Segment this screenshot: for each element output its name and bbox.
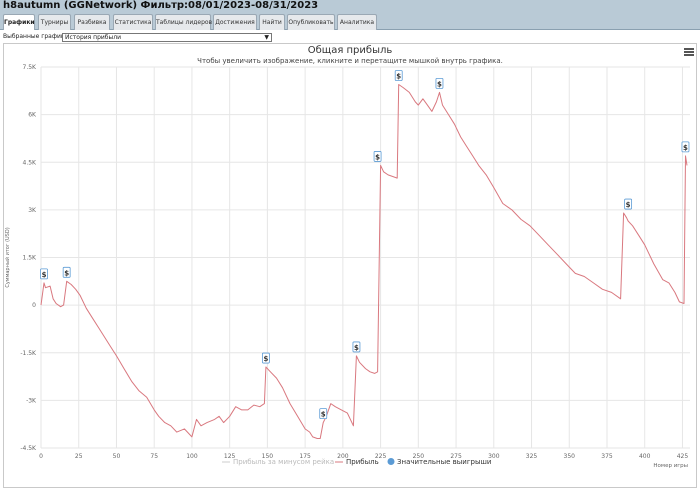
big-win-marker-label: $ [42, 271, 47, 279]
big-win-marker-label: $ [626, 201, 631, 209]
big-win-marker[interactable] [62, 266, 71, 278]
profit-series-line[interactable] [40, 84, 688, 439]
tab-tournaments[interactable]: Турниры [38, 14, 71, 30]
big-win-marker-label: $ [354, 344, 359, 352]
big-win-marker[interactable] [352, 341, 361, 353]
tab-bar: Графики Турниры Разбивка Статистика Табл… [0, 13, 700, 30]
legend-item-big-wins[interactable]: Значительные выигрыши [397, 458, 491, 466]
x-tick-label: 400 [639, 453, 651, 460]
big-win-marker[interactable] [40, 268, 48, 280]
hamburger-menu-icon[interactable] [684, 48, 694, 57]
y-tick-label: 0 [32, 302, 36, 309]
x-tick-label: 325 [526, 453, 538, 460]
y-tick-label: -1.5K [20, 350, 37, 357]
chart-container[interactable] [3, 43, 697, 488]
x-tick-label: 250 [413, 453, 425, 460]
x-tick-label: 225 [375, 453, 387, 460]
chart-subtitle: Чтобы увеличить изображение, кликните и … [197, 57, 503, 65]
y-tick-label: 3K [28, 207, 37, 214]
big-win-marker[interactable] [373, 151, 382, 162]
x-tick-label: 425 [677, 453, 689, 460]
chart-title: Общая прибыль [307, 45, 393, 56]
chart-select-value: История прибыли [65, 34, 121, 41]
y-tick-label: 1.5K [23, 255, 38, 262]
x-tick-label: 125 [224, 453, 236, 460]
chevron-down-icon: ▼ [264, 34, 269, 41]
legend-big-wins-dot-icon [387, 458, 395, 465]
tab-charts[interactable]: Графики [3, 14, 35, 30]
y-axis-label: Суммарный итог (USD) [4, 227, 11, 287]
x-axis-label: Номер игры [653, 463, 688, 469]
y-tick-label: 6K [28, 112, 37, 119]
window-title: h8autumn (GGNetwork) Фильтр:08/01/2023-0… [3, 0, 319, 11]
chart-select[interactable]: История прибыли ▼ [62, 33, 272, 42]
tab-publish[interactable]: Опубликовать [287, 14, 335, 30]
x-tick-label: 350 [564, 453, 576, 460]
x-tick-label: 200 [337, 453, 349, 460]
x-tick-label: 50 [113, 453, 121, 460]
big-win-marker-label: $ [263, 355, 268, 363]
selected-charts-label: Выбранные графики: [3, 33, 71, 40]
big-win-marker[interactable] [435, 78, 444, 89]
big-win-marker-label: $ [64, 269, 69, 277]
x-tick-label: 100 [186, 453, 198, 460]
big-win-marker[interactable] [394, 70, 403, 81]
tab-analytics[interactable]: Аналитика [337, 14, 377, 30]
tab-find[interactable]: Найти [259, 14, 285, 30]
tab-breakdown[interactable]: Разбивка [74, 14, 110, 30]
y-tick-label: -4.5K [20, 445, 37, 452]
tab-achievements[interactable]: Достижения [213, 14, 257, 30]
tab-leaderboards[interactable]: Таблицы лидеров [155, 14, 212, 30]
x-tick-label: 75 [150, 453, 158, 460]
big-win-marker[interactable] [624, 198, 633, 210]
legend-item-rake[interactable]: Прибыль за минусом рейка [233, 458, 334, 466]
x-tick-label: 375 [601, 453, 613, 460]
y-tick-label: -3K [26, 397, 37, 404]
legend-item-profit[interactable]: Прибыль [346, 458, 379, 466]
big-win-marker-label: $ [321, 411, 326, 419]
big-win-marker[interactable] [681, 141, 690, 153]
big-win-marker-label: $ [683, 144, 688, 152]
big-win-marker-label: $ [375, 153, 380, 161]
x-tick-label: 300 [488, 453, 500, 460]
big-win-marker[interactable] [319, 408, 328, 420]
big-win-marker-label: $ [437, 80, 442, 88]
x-tick-label: 0 [39, 453, 43, 460]
app-header: h8autumn (GGNetwork) Фильтр:08/01/2023-0… [0, 0, 700, 13]
x-tick-label: 275 [450, 453, 462, 460]
big-win-marker[interactable] [261, 352, 270, 364]
x-tick-label: 25 [75, 453, 83, 460]
x-tick-label: 175 [299, 453, 311, 460]
y-tick-label: 4.5K [23, 159, 38, 166]
tab-statistics[interactable]: Статистика [113, 14, 153, 30]
y-tick-label: 7.5K [23, 64, 38, 71]
x-tick-label: 150 [262, 453, 274, 460]
big-win-marker-label: $ [396, 72, 401, 80]
